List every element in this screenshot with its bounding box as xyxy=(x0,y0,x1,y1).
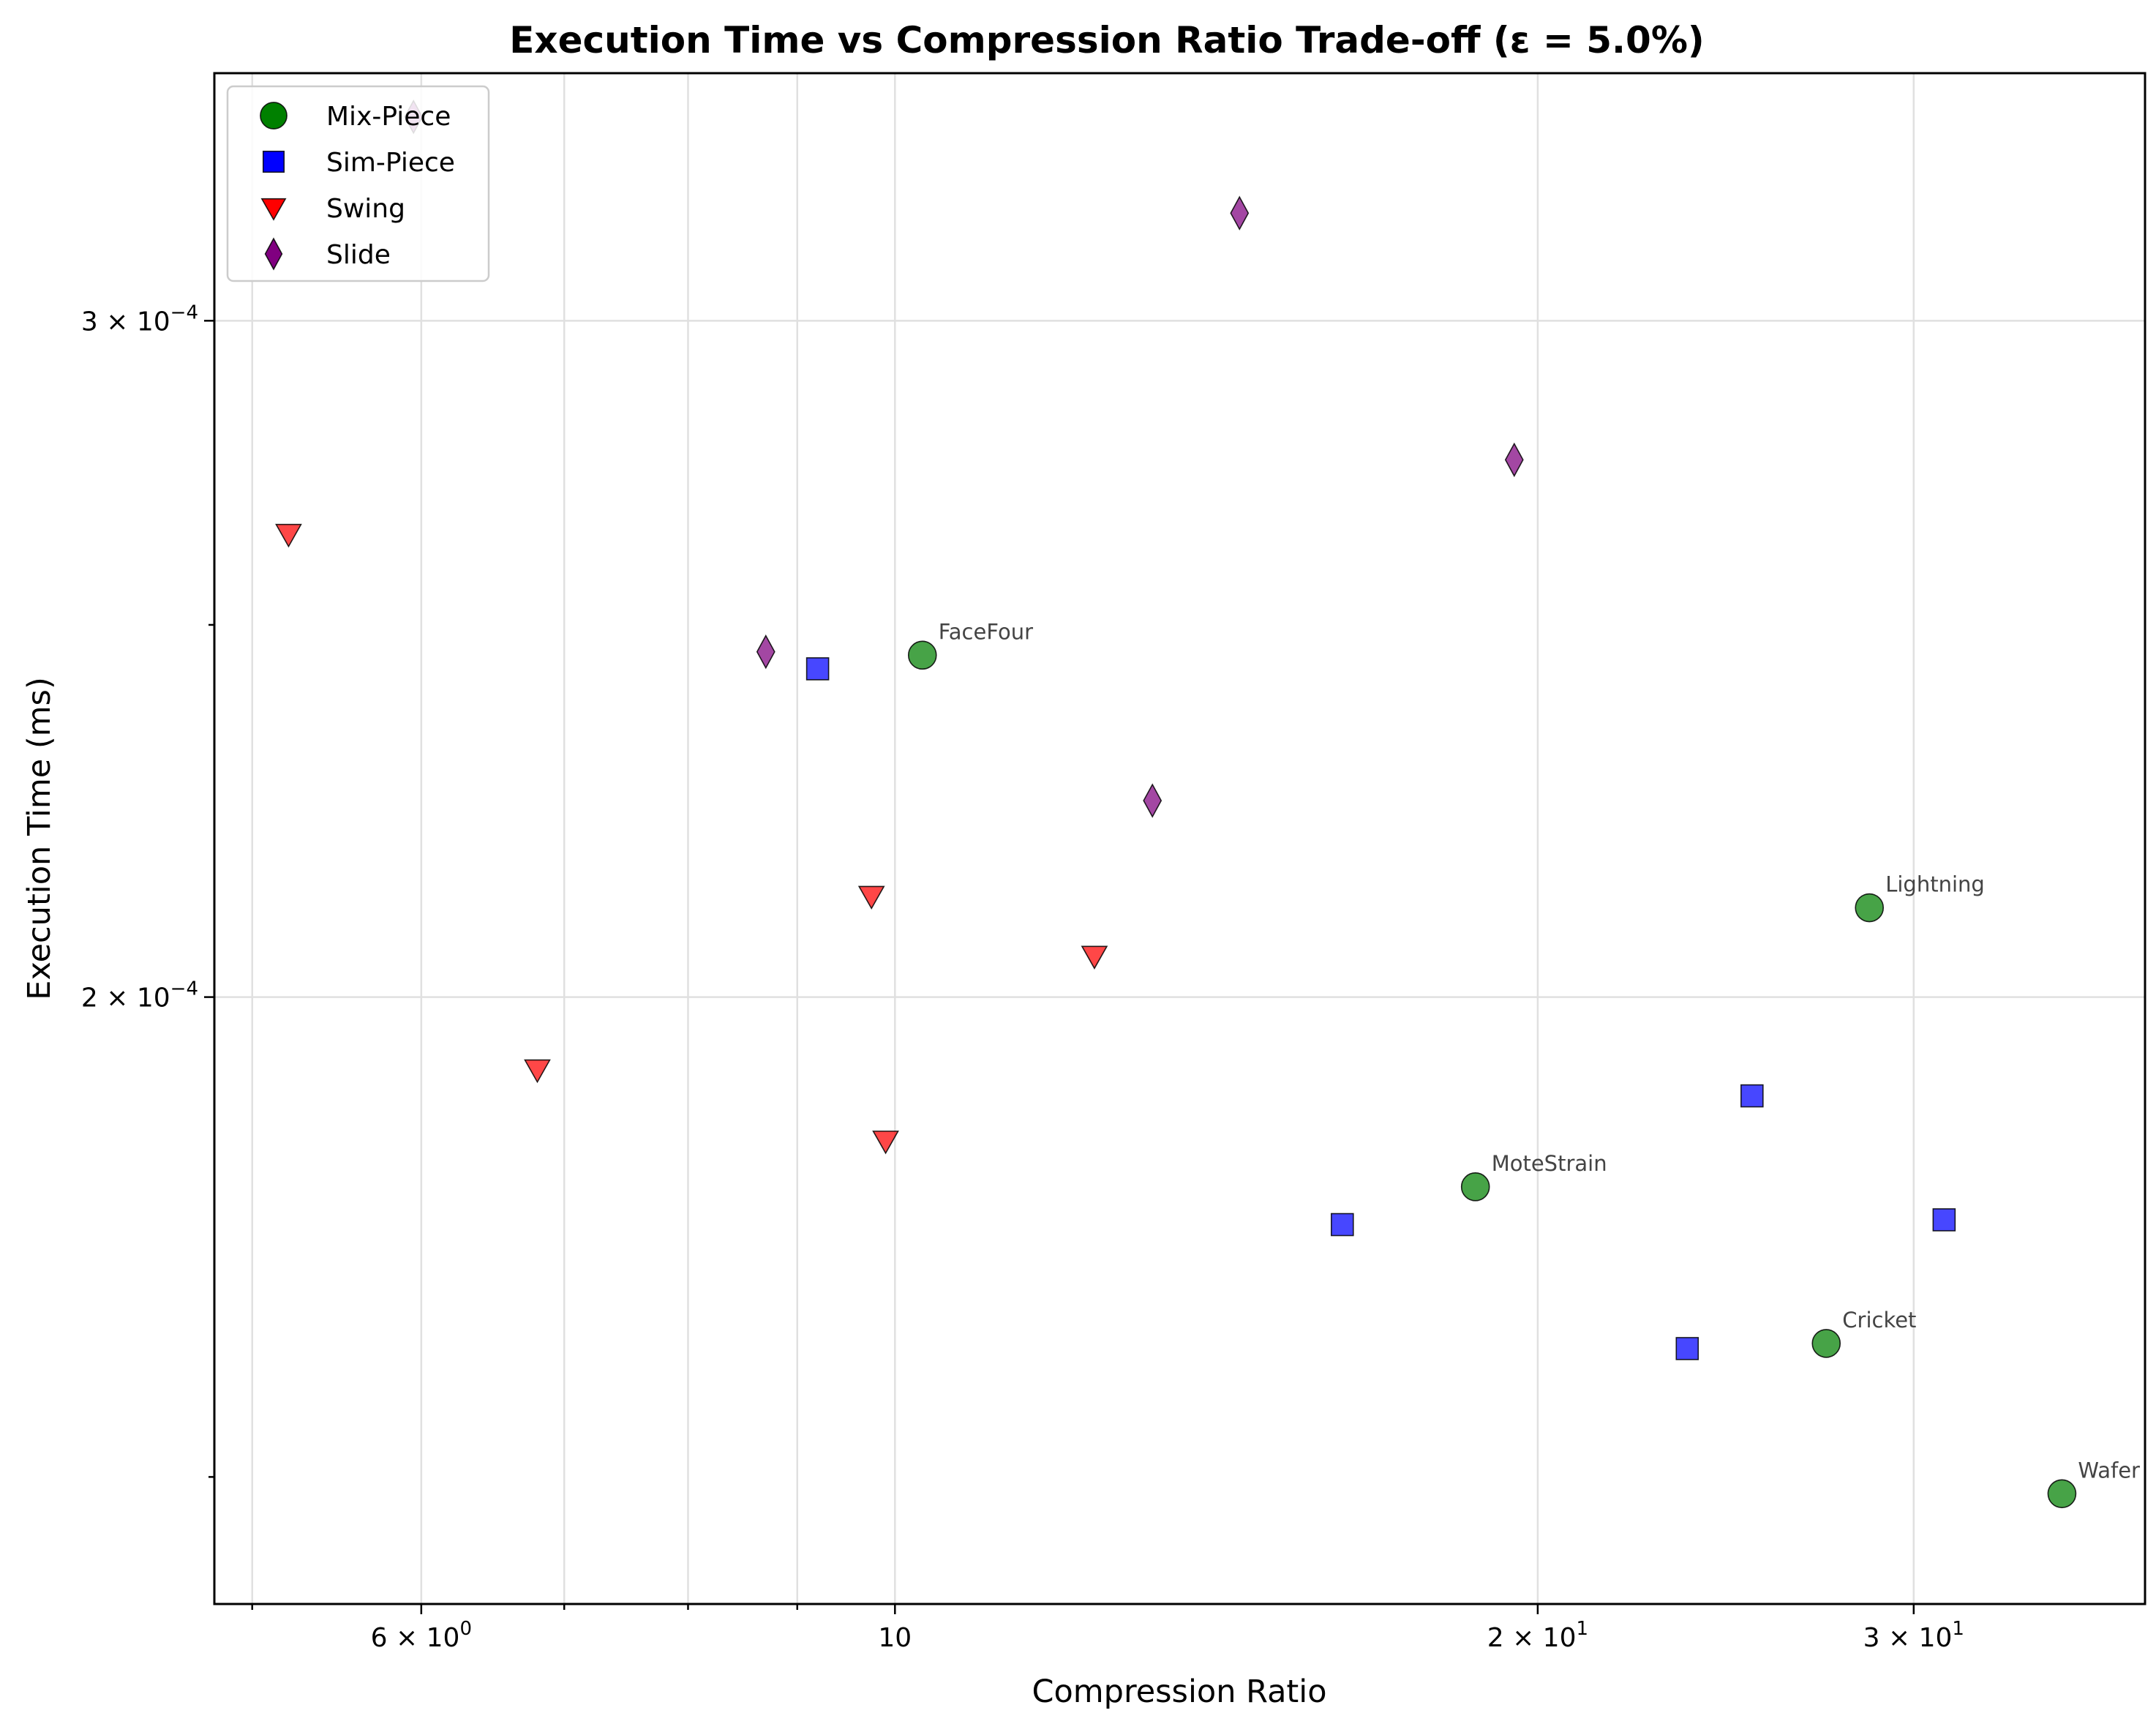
grid-lines xyxy=(214,73,2145,1604)
mix-piece-point xyxy=(2047,1479,2077,1509)
legend-mix-piece-label: Mix-Piece xyxy=(326,102,451,132)
point-annotations: FaceFour MoteStrain Lightning Cricket Wafer xyxy=(939,619,2140,1483)
legend-sim-piece-marker xyxy=(262,150,285,173)
point-label-lightning: Lightning xyxy=(1885,872,1985,897)
data-points xyxy=(275,100,2077,1509)
sim-piece-point xyxy=(1675,1337,1699,1360)
axis-ticks: 6 × 100 10 2 × 101 3 × 101 2 × 10−4 3 × 10−4 xyxy=(81,301,1964,1653)
y-tick-label: 2 × 10−4 xyxy=(81,978,198,1013)
x-tick-label: 2 × 101 xyxy=(1487,1618,1588,1653)
slide-point xyxy=(1143,783,1162,818)
x-tick-label: 6 × 100 xyxy=(371,1618,472,1653)
sim-piece-point xyxy=(1932,1208,1956,1232)
slide-point xyxy=(1504,442,1524,478)
legend: Mix-Piece Sim-Piece Swing Slide xyxy=(226,85,490,282)
slide-point xyxy=(1230,195,1250,231)
plot-area-frame xyxy=(213,72,2146,1605)
point-label-cricket: Cricket xyxy=(1842,1308,1916,1333)
sim-piece-point xyxy=(805,657,830,681)
mix-piece-point xyxy=(1855,893,1885,923)
chart-title: Execution Time vs Compression Ratio Trad… xyxy=(509,19,1705,61)
swing-point xyxy=(872,1131,899,1155)
legend-mix-piece-marker xyxy=(260,102,288,130)
legend-swing-label: Swing xyxy=(326,194,405,224)
point-label-motestrain: MoteStrain xyxy=(1492,1151,1607,1176)
x-tick-label: 10 xyxy=(878,1623,912,1653)
sim-piece-point xyxy=(1330,1213,1354,1237)
legend-slide-label: Slide xyxy=(326,240,391,270)
mix-piece-point xyxy=(1811,1329,1841,1358)
mix-piece-point xyxy=(1460,1172,1490,1202)
swing-point xyxy=(275,523,302,548)
y-axis-label: Execution Time (ms) xyxy=(21,677,58,1000)
point-label-facefour: FaceFour xyxy=(939,619,1033,644)
swing-point xyxy=(1081,945,1108,970)
legend-box xyxy=(226,85,490,282)
swing-point xyxy=(524,1059,551,1084)
y-tick-label: 3 × 10−4 xyxy=(81,301,198,337)
x-axis-label: Compression Ratio xyxy=(1032,1674,1326,1710)
swing-point xyxy=(857,885,885,910)
point-label-wafer: Wafer xyxy=(2078,1458,2140,1483)
legend-slide-marker xyxy=(264,237,283,271)
sim-piece-point xyxy=(1740,1084,1764,1108)
legend-swing-marker xyxy=(260,198,287,221)
slide-point xyxy=(756,634,775,670)
x-tick-label: 3 × 101 xyxy=(1863,1618,1964,1653)
legend-sim-piece-label: Sim-Piece xyxy=(326,148,455,178)
mix-piece-point xyxy=(907,640,937,670)
